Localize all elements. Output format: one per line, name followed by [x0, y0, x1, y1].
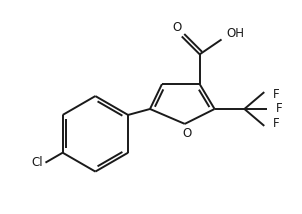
Text: O: O [182, 127, 191, 140]
Text: Cl: Cl [32, 156, 43, 169]
Text: O: O [172, 21, 182, 34]
Text: F: F [276, 103, 282, 116]
Text: F: F [273, 117, 279, 130]
Text: F: F [273, 88, 279, 101]
Text: OH: OH [226, 27, 244, 40]
